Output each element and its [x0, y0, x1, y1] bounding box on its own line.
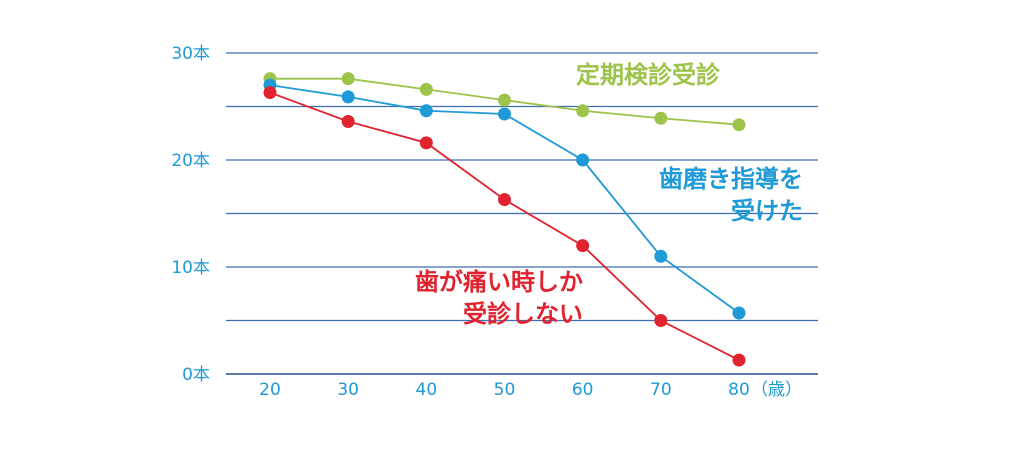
series-label-line: 受診しない — [463, 300, 583, 328]
data-point — [263, 86, 277, 100]
series-label-3: 歯が痛い時しか受診しない — [415, 268, 583, 328]
series-label-2: 歯磨き指導を受けた — [659, 165, 803, 225]
series-group — [263, 72, 746, 367]
y-tick-label: 20本 — [171, 151, 210, 171]
x-axis-ticks: 20 30 40 50 60 70 80 — [259, 380, 750, 400]
series-label-1: 定期検診受診 — [576, 61, 721, 89]
x-tick-label: 70 — [650, 380, 672, 400]
data-point — [654, 314, 668, 327]
data-point — [498, 193, 511, 207]
data-point — [341, 114, 355, 128]
y-axis-ticks: 0本 10本 20本 30本 — [171, 44, 210, 385]
data-point — [341, 72, 355, 86]
data-point — [576, 104, 590, 118]
series-1 — [263, 72, 746, 132]
data-point — [732, 118, 746, 132]
x-tick-label: 40 — [416, 380, 438, 400]
y-tick-label: 0本 — [182, 365, 210, 385]
x-tick-label: 20 — [259, 380, 281, 400]
data-point — [419, 136, 433, 150]
gridlines — [226, 52, 818, 375]
data-point — [732, 306, 746, 320]
data-point — [419, 82, 433, 96]
x-axis-unit-label: （歳） — [751, 380, 802, 400]
series-label-line: 歯磨き指導を — [659, 165, 803, 193]
data-point — [654, 249, 668, 263]
data-point — [576, 239, 590, 253]
data-point — [498, 107, 511, 121]
data-point — [419, 104, 433, 118]
data-point — [654, 111, 668, 125]
x-tick-label: 30 — [337, 380, 359, 400]
x-tick-label: 60 — [572, 380, 594, 400]
data-point — [576, 153, 590, 167]
x-tick-label: 80 — [728, 380, 750, 400]
series-label-line: 歯が痛い時しか — [415, 268, 583, 296]
x-tick-label: 50 — [494, 380, 516, 400]
y-tick-label: 10本 — [171, 258, 210, 278]
series-label-line: 定期検診受診 — [576, 61, 721, 89]
series-3 — [263, 86, 746, 367]
series-label-line: 受けた — [731, 197, 803, 225]
y-tick-label: 30本 — [171, 44, 210, 64]
data-point — [498, 93, 511, 107]
data-point — [341, 90, 355, 104]
data-point — [732, 353, 746, 367]
